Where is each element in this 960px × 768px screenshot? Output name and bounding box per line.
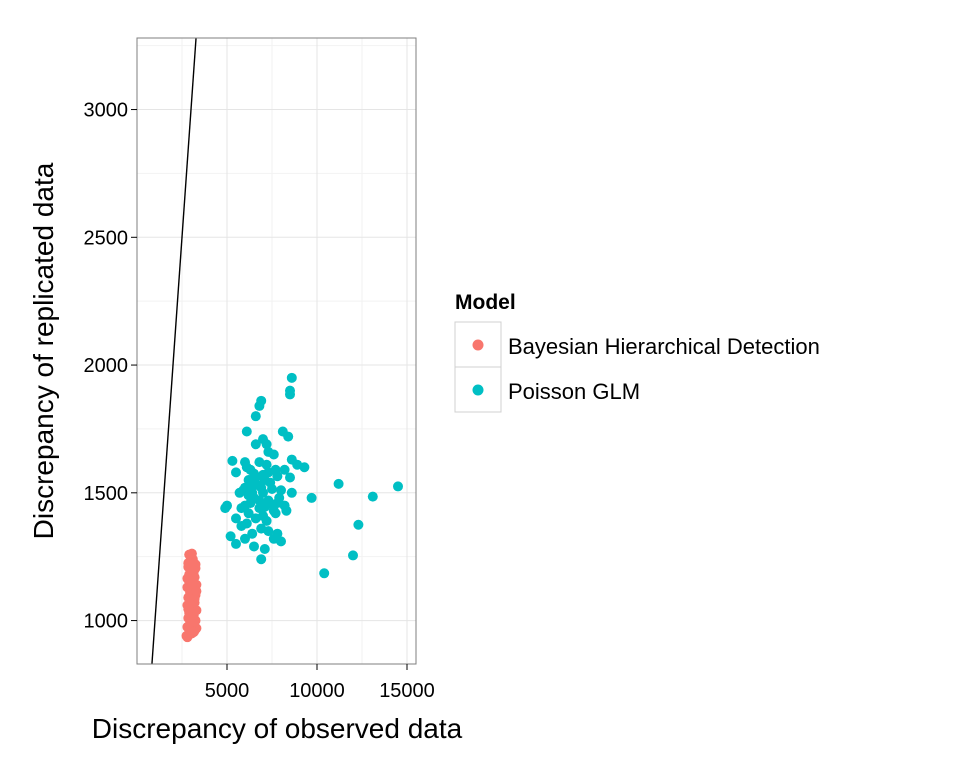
point-poisson xyxy=(259,544,270,555)
point-poisson xyxy=(245,498,256,509)
point-poisson xyxy=(333,478,344,489)
point-poisson xyxy=(250,411,261,422)
point-poisson xyxy=(241,426,252,437)
point-bayesian xyxy=(187,578,198,589)
point-poisson xyxy=(276,485,286,496)
point-bayesian xyxy=(189,616,200,627)
point-poisson xyxy=(261,515,272,526)
panel-border xyxy=(136,37,417,665)
legend-key-bayesian xyxy=(472,339,484,351)
point-bayesian xyxy=(190,563,201,574)
point-poisson xyxy=(261,459,272,470)
x-tick-label: 15000 xyxy=(379,680,435,702)
panel-background xyxy=(137,38,416,664)
point-poisson xyxy=(249,541,259,552)
point-poisson xyxy=(299,462,310,473)
point-poisson xyxy=(268,449,279,460)
point-poisson xyxy=(254,400,265,411)
point-poisson xyxy=(306,492,317,503)
x-tick-label: 10000 xyxy=(289,680,345,702)
legend-key-poisson xyxy=(472,384,484,396)
point-bayesian xyxy=(186,548,197,559)
point-poisson xyxy=(353,519,364,530)
point-poisson xyxy=(241,462,252,473)
point-poisson xyxy=(265,477,276,488)
major-gridlines xyxy=(137,38,416,664)
x-axis-title: Discrepancy of observed data xyxy=(92,713,463,744)
point-poisson xyxy=(231,467,241,478)
data-points xyxy=(181,372,403,643)
point-poisson xyxy=(227,455,238,466)
point-poisson xyxy=(250,513,261,524)
y-tick-label: 2000 xyxy=(84,355,129,377)
point-poisson xyxy=(270,508,281,519)
point-poisson xyxy=(243,508,254,519)
point-poisson xyxy=(263,467,274,478)
x-axis: 5000 10000 15000 xyxy=(205,664,435,702)
point-poisson xyxy=(261,439,272,450)
reference-line xyxy=(151,37,197,665)
y-tick-label: 2500 xyxy=(84,227,129,249)
point-poisson xyxy=(250,472,261,483)
point-bayesian xyxy=(188,627,199,638)
point-bayesian xyxy=(191,586,202,597)
point-bayesian xyxy=(183,558,194,569)
point-poisson xyxy=(231,538,241,549)
point-bayesian xyxy=(185,598,196,609)
point-poisson xyxy=(247,480,258,491)
point-poisson xyxy=(367,491,378,502)
legend-label-poisson: Poisson GLM xyxy=(508,379,640,404)
point-poisson xyxy=(279,464,290,475)
point-poisson xyxy=(236,503,247,514)
point-poisson xyxy=(274,492,285,503)
legend-title: Model xyxy=(455,291,516,314)
point-poisson xyxy=(240,533,250,544)
minor-gridlines xyxy=(137,38,416,664)
y-tick-label: 1500 xyxy=(84,483,129,505)
point-poisson xyxy=(243,490,254,501)
point-poisson xyxy=(319,568,330,579)
point-poisson xyxy=(283,431,294,442)
y-axis-title: Discrepancy of replicated data xyxy=(28,162,59,539)
legend: Model Bayesian Hierarchical Detection Po… xyxy=(454,291,820,413)
point-poisson xyxy=(247,528,258,539)
point-poisson xyxy=(263,526,274,537)
y-tick-label: 1000 xyxy=(84,611,129,633)
point-poisson xyxy=(225,531,236,542)
point-poisson xyxy=(236,521,247,532)
point-poisson xyxy=(285,389,295,400)
point-poisson xyxy=(393,481,403,492)
point-poisson xyxy=(259,501,270,512)
point-poisson xyxy=(231,513,241,524)
point-poisson xyxy=(220,503,231,514)
point-poisson xyxy=(276,536,286,547)
point-poisson xyxy=(256,554,267,565)
point-poisson xyxy=(272,471,283,482)
point-poisson xyxy=(286,372,297,383)
y-axis: 1000 1500 2000 2500 3000 xyxy=(84,100,137,633)
legend-label-bayesian: Bayesian Hierarchical Detection xyxy=(508,334,820,359)
point-poisson xyxy=(279,500,290,511)
point-poisson xyxy=(258,487,268,498)
point-poisson xyxy=(285,472,295,483)
reference-line-group xyxy=(151,37,197,665)
x-tick-label: 5000 xyxy=(205,680,250,702)
point-poisson xyxy=(250,439,261,450)
point-poisson xyxy=(286,487,297,498)
point-poisson xyxy=(348,550,358,561)
y-tick-label: 3000 xyxy=(84,100,129,122)
